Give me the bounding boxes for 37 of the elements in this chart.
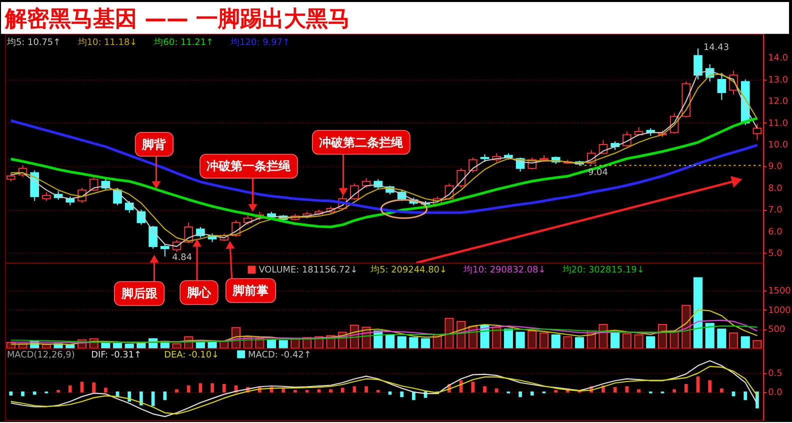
y-tick-label: 0.0 bbox=[768, 388, 783, 398]
y-tick-label: 8.0 bbox=[768, 184, 783, 194]
chart-title: 解密黑马基因 —— 一脚踢出大黑马 bbox=[4, 6, 350, 32]
y-tick-label: 1000 bbox=[768, 306, 792, 316]
text: DIF: -0.31↑ bbox=[91, 350, 142, 360]
text: 均10: 11.18↓ bbox=[76, 36, 138, 48]
annotation: 脚背 bbox=[141, 137, 168, 152]
text: 均10: 290832.08↓ bbox=[462, 264, 546, 276]
text: 均5: 209244.80↓ bbox=[370, 264, 447, 276]
chart-title: MACD(12,26,9) bbox=[6, 350, 75, 360]
annotation: 4.84 bbox=[172, 252, 192, 263]
annotation: 冲破第二条拦绳 bbox=[319, 135, 404, 150]
annotation: 脚后跟 bbox=[120, 286, 158, 301]
text: DEA: -0.10↓ bbox=[164, 350, 220, 360]
y-tick-label: 6.0 bbox=[768, 227, 783, 238]
annotation: 14.43 bbox=[703, 42, 730, 53]
y-tick-label: 500 bbox=[768, 325, 786, 336]
y-tick-label: 13.0 bbox=[768, 75, 788, 86]
text: 均20: 302815.19↓ bbox=[561, 264, 644, 276]
annotation: 9.04 bbox=[588, 168, 608, 178]
y-tick-label: 5.0 bbox=[768, 248, 783, 259]
y-tick-label: 14.0 bbox=[768, 54, 788, 64]
annotation: 脚前掌 bbox=[232, 284, 269, 298]
annotation: 脚心 bbox=[186, 286, 212, 300]
y-tick-label: 7.0 bbox=[768, 206, 783, 216]
y-tick-label: 11.0 bbox=[768, 118, 788, 129]
y-tick-label: 9.0 bbox=[768, 162, 783, 172]
y-tick-label: 1500 bbox=[768, 286, 792, 297]
text: 均60: 11.21↑ bbox=[153, 36, 214, 48]
annotation: 冲破第一条拦绳 bbox=[206, 159, 292, 174]
legend-label: VOLUME: 181156.72↓ bbox=[258, 266, 358, 276]
y-tick-label: 10.0 bbox=[768, 140, 788, 151]
legend-label: MACD: -0.42↑ bbox=[248, 350, 312, 360]
text: 均120: 9.97↑ bbox=[230, 36, 290, 48]
y-tick-label: 0.5 bbox=[768, 369, 782, 380]
y-tick-label: 12.0 bbox=[768, 97, 788, 108]
text: 均5: 10.75↑ bbox=[6, 36, 61, 48]
